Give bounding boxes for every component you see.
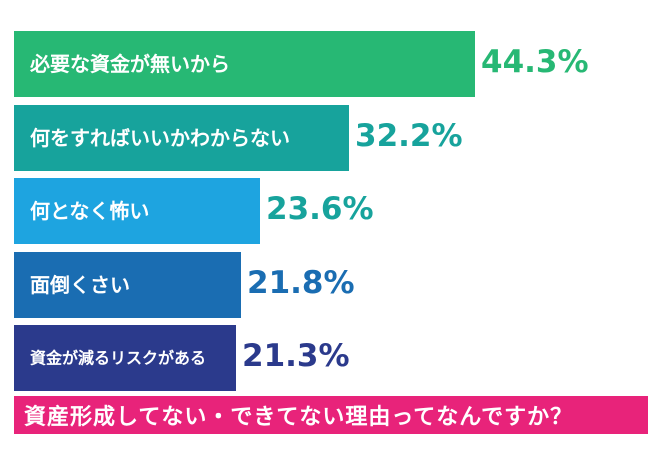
bar-3 [14,178,260,244]
bar-value-label: 21.8% [247,265,355,301]
chart-title-banner: 資産形成してない・できてない理由ってなんですか？ [14,396,648,434]
bar-category-label: 必要な資金が無いから [29,52,230,76]
bar-4 [14,252,241,318]
bars-group: 必要な資金が無いから 44.3% 何をすればいいかわからない 32.2% 何となく怖い 2… [14,31,589,391]
bar-5 [14,325,236,391]
bar-category-label: 何となく怖い [30,199,149,223]
bar-category-label: 面倒くさい [30,273,130,297]
chart-title: 資産形成してない・できてない理由ってなんですか？ [24,405,574,430]
bar-value-label: 32.2% [355,118,463,154]
bar-value-label: 21.3% [242,338,350,374]
bar-value-label: 23.6% [266,191,374,227]
bar-value-label: 44.3% [481,44,589,80]
bar-2 [14,105,349,171]
bar-category-label: 何をすればいいかわからない [30,126,290,150]
bar-category-label: 資金が減るリスクがある [30,349,206,368]
bar-1 [14,31,475,97]
